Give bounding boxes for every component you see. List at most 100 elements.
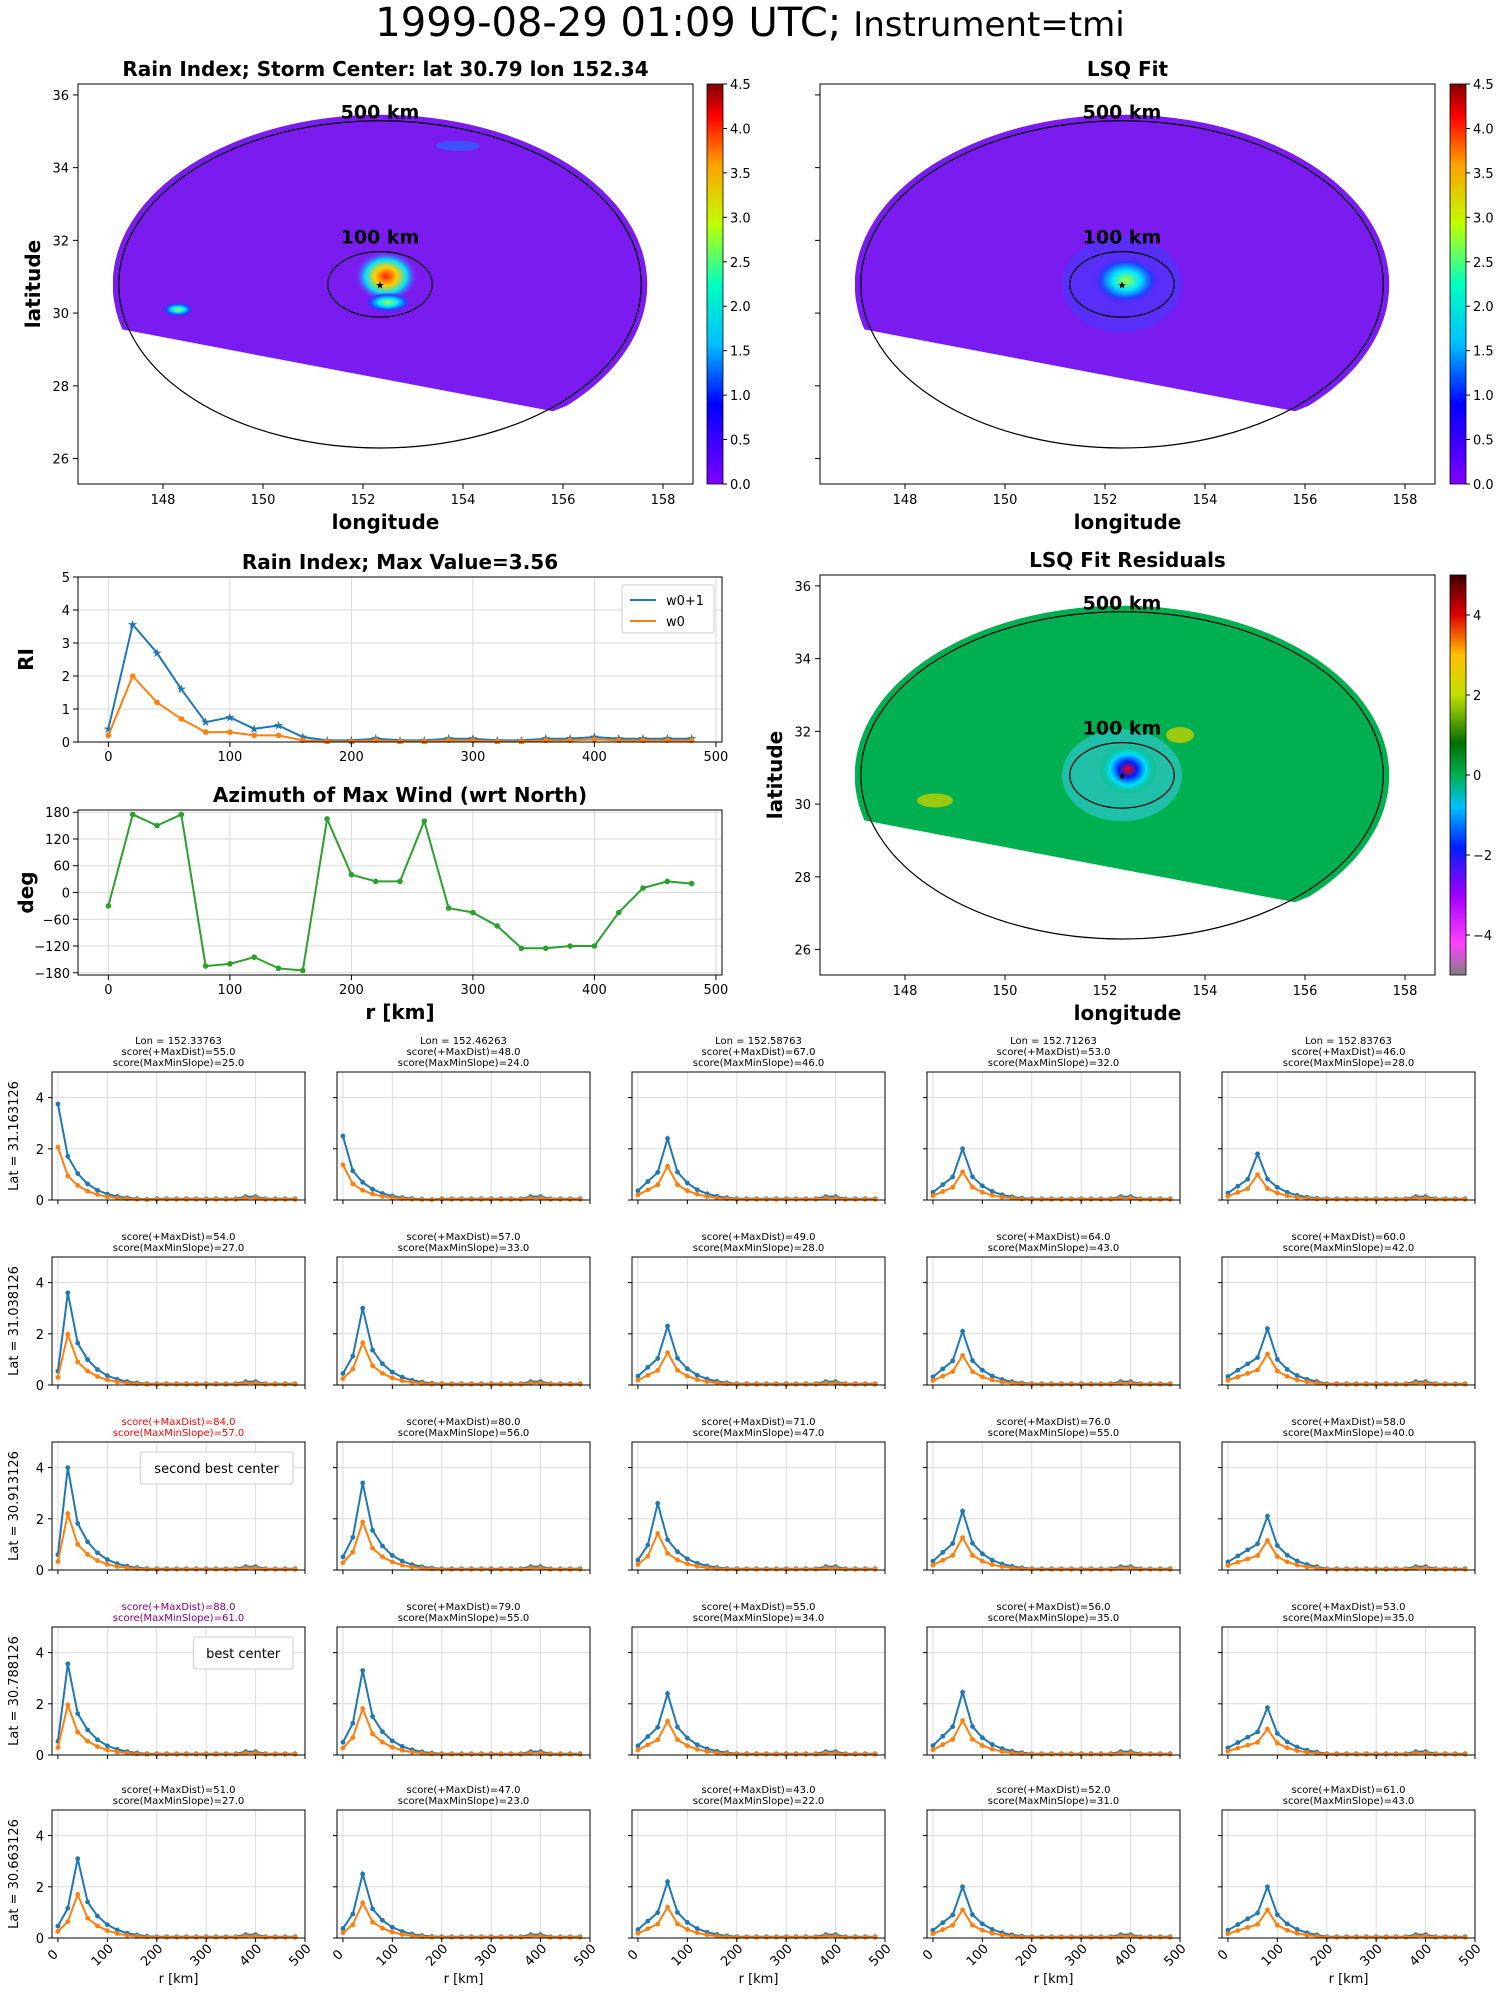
data-point <box>1383 1934 1389 1940</box>
data-point <box>567 1196 573 1202</box>
axes-frame <box>1221 1441 1476 1571</box>
data-point <box>989 1377 995 1383</box>
data-point <box>1265 1351 1270 1357</box>
x-tick-label: 148 <box>893 984 918 999</box>
colorbar-tick-label: 1.0 <box>1473 389 1494 404</box>
data-point <box>184 1566 189 1572</box>
data-point <box>813 1751 819 1757</box>
data-point <box>1059 1751 1064 1757</box>
data-point <box>184 1196 189 1202</box>
data-point <box>538 1565 543 1571</box>
data-point <box>1354 1934 1359 1940</box>
chart-title: Azimuth of Max Wind (wrt North) <box>213 783 587 807</box>
data-point <box>263 1934 268 1940</box>
data-point <box>275 732 282 739</box>
data-point <box>655 1530 661 1536</box>
score-maxminslope: score(MaxMinSlope)=56.0 <box>398 1428 529 1439</box>
data-point <box>567 1751 573 1757</box>
lat-label: Lat = 31.163126 <box>7 1081 22 1191</box>
data-point <box>803 1196 809 1202</box>
data-point <box>930 1562 936 1568</box>
data-point <box>793 1381 799 1387</box>
data-point <box>360 1871 366 1877</box>
y-tick-label: −60 <box>43 913 70 928</box>
data-point <box>773 1566 779 1572</box>
series-line-1 <box>932 1169 1171 1201</box>
data-point <box>999 1564 1005 1570</box>
data-point <box>1294 1562 1300 1568</box>
grid-panel-2-1: score(MaxMinSlope)=56.0score(+MaxDist)=8… <box>333 1417 591 1574</box>
data-point <box>449 1196 455 1202</box>
data-point <box>754 1934 759 1940</box>
axes-frame <box>336 1809 591 1939</box>
data-point <box>1393 1566 1399 1572</box>
grid-panel-0-4: score(MaxMinSlope)=28.0score(+MaxDist)=4… <box>1218 1036 1476 1204</box>
data-point <box>213 1751 219 1757</box>
grid-panel-2-2: score(MaxMinSlope)=47.0score(+MaxDist)=7… <box>628 1417 886 1574</box>
data-point <box>1128 1750 1133 1756</box>
series-line-1 <box>1227 1352 1466 1386</box>
data-point <box>1413 1195 1419 1201</box>
data-point <box>1167 1196 1173 1202</box>
y-axis-label: deg <box>14 871 38 913</box>
data-point <box>862 1934 868 1940</box>
x-tick-label: 200 <box>718 1941 746 1969</box>
data-point <box>518 1196 524 1202</box>
data-point <box>350 1168 356 1174</box>
data-point <box>508 1381 514 1387</box>
data-point <box>65 1331 71 1337</box>
data-point <box>1235 1559 1241 1565</box>
data-point <box>872 1196 878 1202</box>
data-point <box>940 1549 946 1555</box>
data-point <box>380 1917 385 1923</box>
data-point <box>55 1923 61 1929</box>
data-point <box>538 1933 543 1939</box>
ring-label-100km: 100 km <box>1083 227 1162 249</box>
data-point <box>459 1381 464 1387</box>
data-point <box>114 1564 120 1569</box>
data-point <box>1255 1151 1260 1157</box>
data-point <box>134 1751 140 1757</box>
data-point <box>478 1196 484 1202</box>
score-maxminslope: score(MaxMinSlope)=57.0 <box>113 1428 244 1439</box>
data-point <box>1157 1751 1163 1757</box>
map-panel-0: 500 km 100 km ★ 148 150 152 154 156 158 26 28 30 32 3… <box>21 57 751 534</box>
data-point <box>940 1557 946 1563</box>
data-point <box>1009 1750 1015 1756</box>
series-line-0 <box>342 1670 581 1755</box>
score-maxdist: score(+MaxDist)=67.0 <box>702 1047 816 1058</box>
data-point <box>409 1749 415 1755</box>
x-tick-label: 500 <box>286 1941 314 1969</box>
data-point <box>567 1934 573 1940</box>
series-line-0 <box>1227 1325 1466 1385</box>
data-point <box>635 1747 641 1753</box>
data-point <box>85 1738 90 1744</box>
data-point <box>675 1367 680 1373</box>
data-point <box>370 1545 375 1551</box>
y-tick-label: 26 <box>794 944 811 959</box>
data-point <box>518 1566 524 1572</box>
data-point <box>684 1373 690 1379</box>
y-tick-label: 1 <box>62 703 70 718</box>
data-point <box>144 1751 150 1757</box>
data-point <box>370 1347 375 1353</box>
data-point <box>360 1179 366 1185</box>
y-tick-label: 36 <box>794 580 811 595</box>
data-point <box>380 1554 385 1560</box>
data-point <box>1147 1566 1153 1572</box>
data-point <box>1314 1380 1320 1386</box>
data-point <box>399 1744 405 1749</box>
data-point <box>1225 1559 1231 1565</box>
data-point <box>823 1565 829 1571</box>
data-point <box>1108 1381 1114 1387</box>
data-point <box>1274 1543 1280 1548</box>
data-point <box>1108 1751 1114 1757</box>
y-tick-label: 3 <box>62 637 70 652</box>
data-point <box>714 1195 720 1201</box>
data-point <box>754 1751 759 1757</box>
data-point <box>292 1934 298 1940</box>
data-point <box>282 1566 288 1572</box>
data-point <box>1225 1927 1231 1933</box>
grid-panel-0-3: score(MaxMinSlope)=32.0score(+MaxDist)=5… <box>923 1036 1181 1204</box>
data-point <box>350 1922 356 1928</box>
